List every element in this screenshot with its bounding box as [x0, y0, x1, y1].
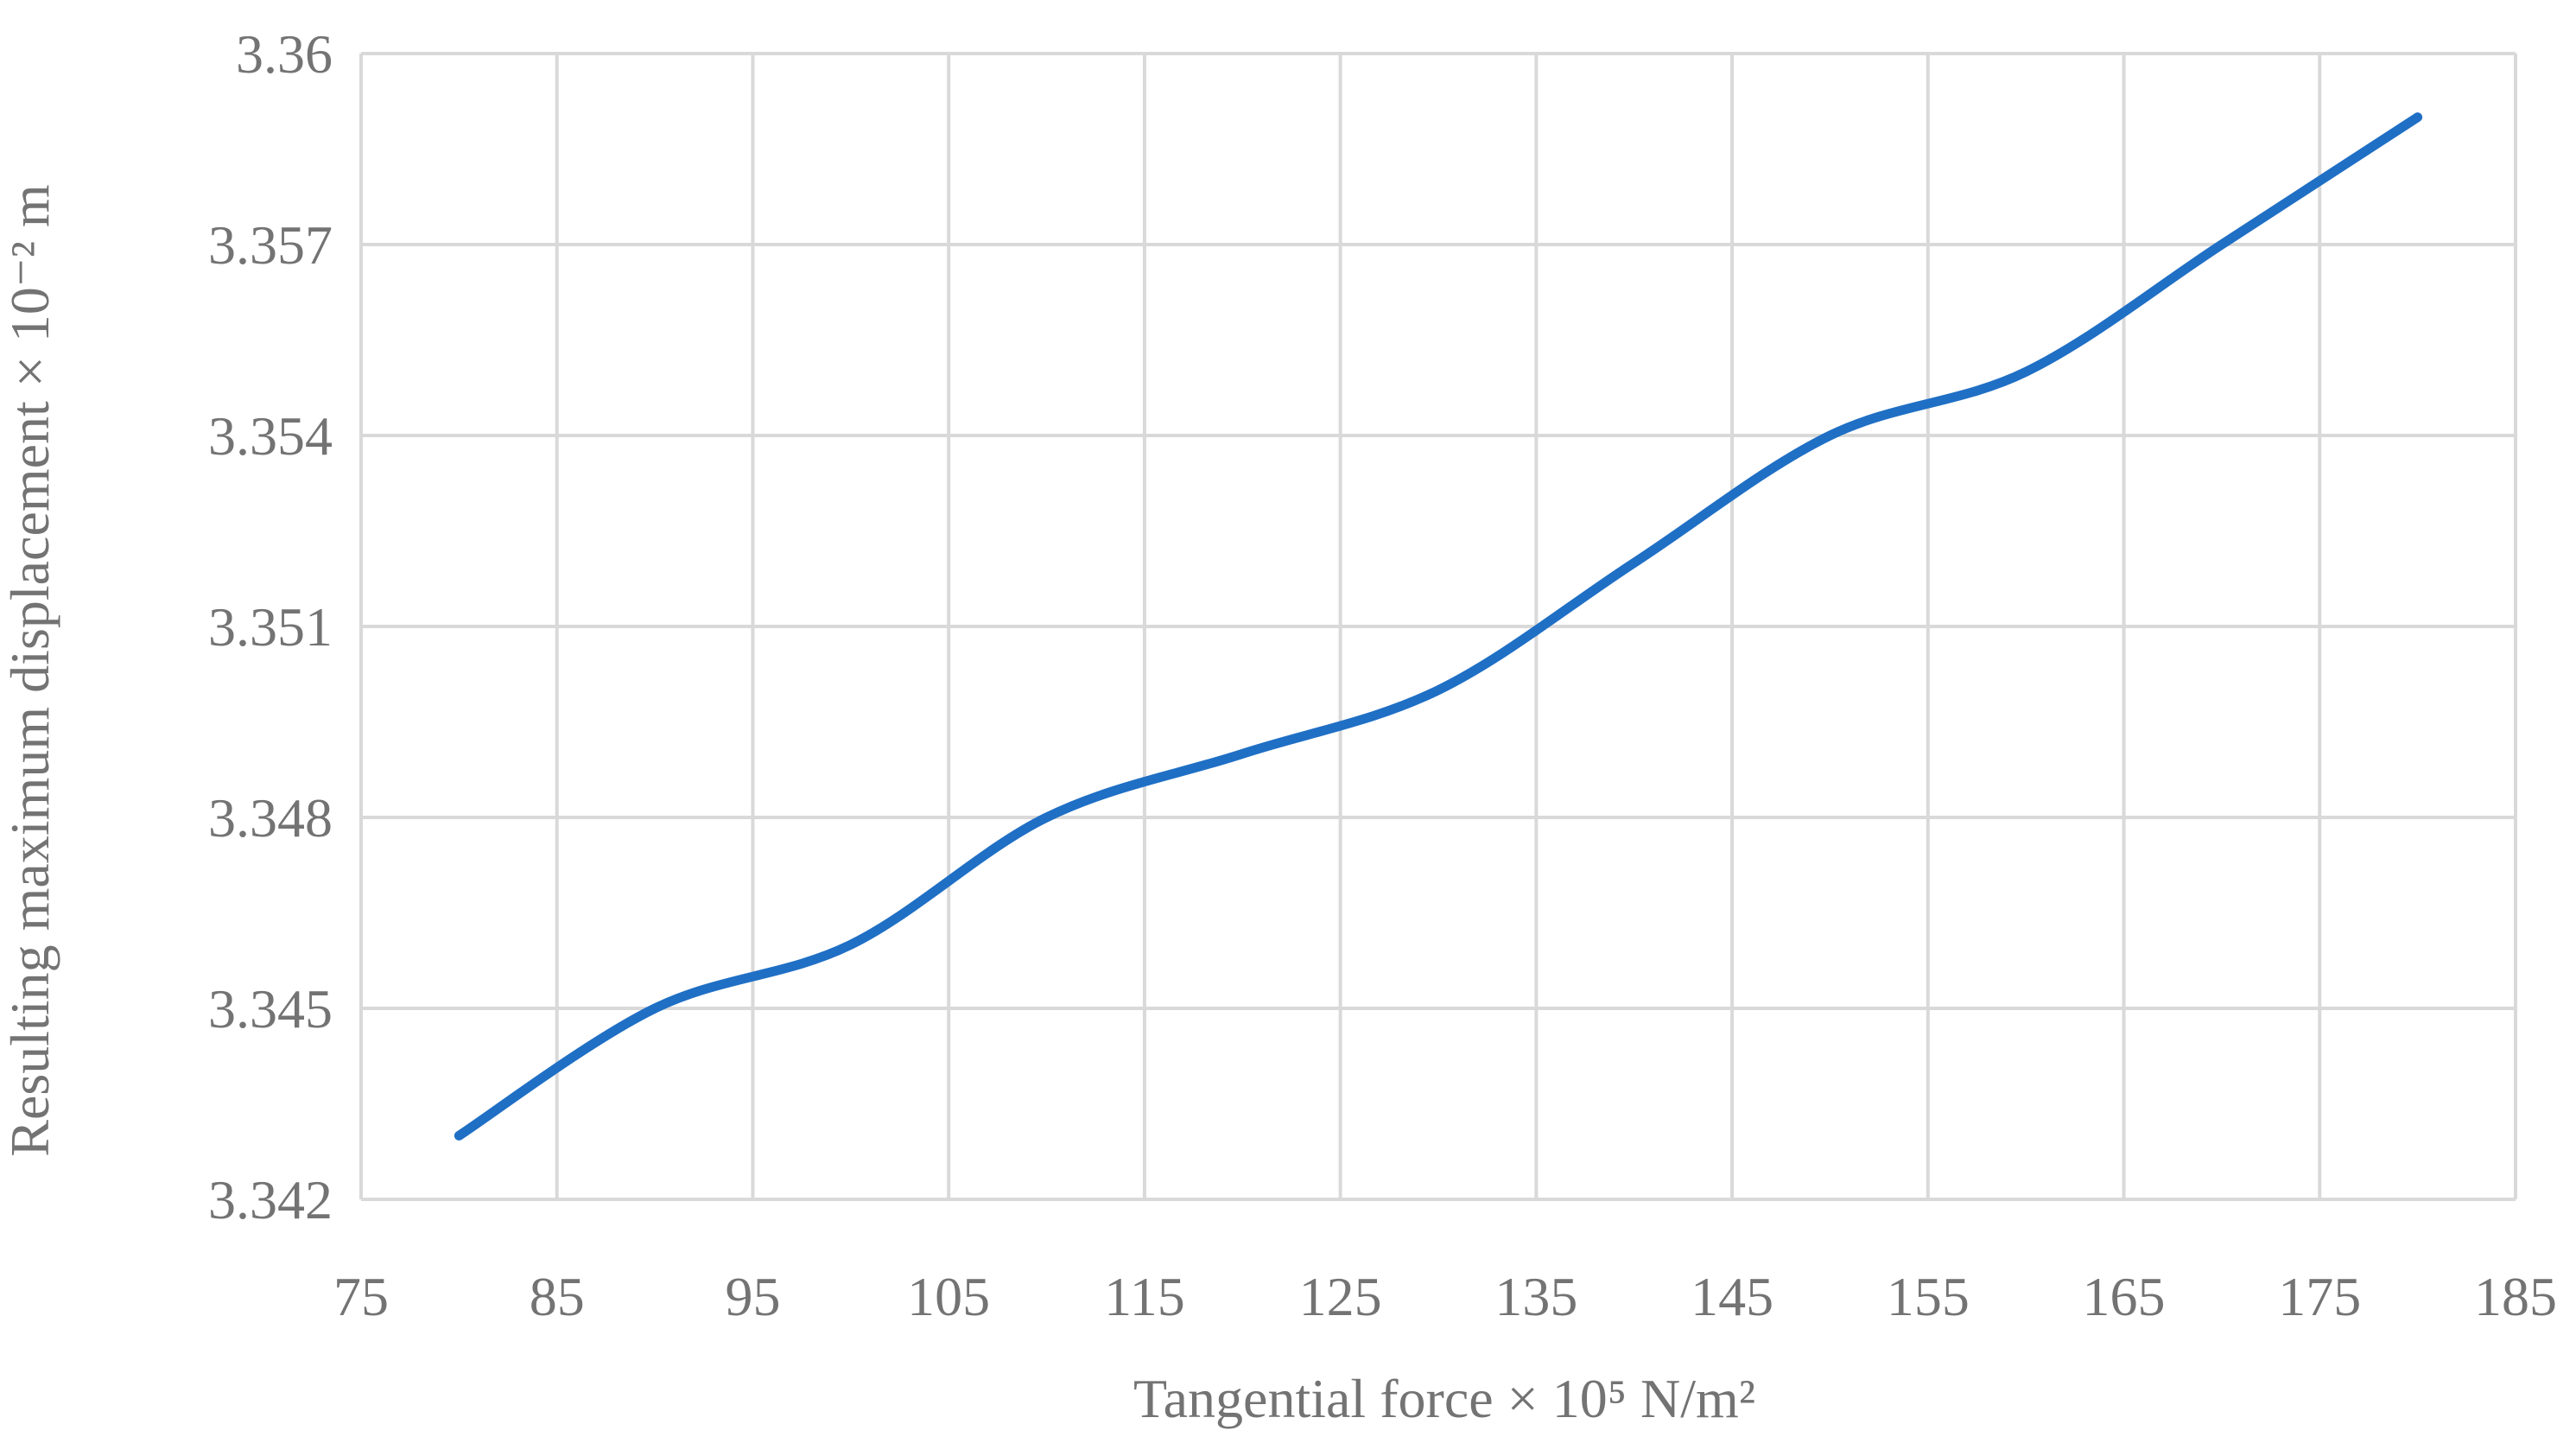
x-tick-label: 145	[1691, 1266, 1773, 1327]
x-tick-label: 125	[1299, 1266, 1382, 1327]
x-tick-label: 155	[1887, 1266, 1970, 1327]
y-axis-title: Resulting maximum displacement × 10⁻² m	[0, 184, 60, 1156]
x-axis-title: Tangential force × 10⁵ N/m²	[1133, 1368, 1755, 1429]
x-tick-label: 165	[2083, 1266, 2166, 1327]
x-tick-label: 85	[530, 1266, 585, 1327]
grid-lines	[359, 52, 2517, 1201]
x-tick-label: 115	[1104, 1266, 1185, 1327]
x-tick-label: 105	[907, 1266, 990, 1327]
x-tick-label: 175	[2278, 1266, 2361, 1327]
y-tick-label: 3.357	[208, 214, 333, 276]
y-tick-label: 3.345	[208, 978, 333, 1039]
x-axis-ticks: 75 85 95 105 115 125 135 145 155 165 175 185	[333, 1266, 2557, 1327]
x-tick-label: 75	[333, 1266, 389, 1327]
y-tick-label: 3.342	[208, 1169, 333, 1230]
series-group	[454, 112, 2423, 1141]
y-tick-label: 3.348	[208, 787, 333, 849]
series-line	[454, 112, 2423, 1141]
y-tick-label: 3.36	[236, 23, 333, 85]
x-tick-label: 135	[1494, 1266, 1577, 1327]
x-tick-label: 95	[725, 1266, 780, 1327]
y-tick-label: 3.351	[208, 596, 333, 658]
x-tick-label: 185	[2474, 1266, 2557, 1327]
y-tick-label: 3.354	[208, 405, 333, 467]
y-axis-ticks: 3.342 3.345 3.348 3.351 3.354 3.357 3.36	[208, 23, 333, 1230]
